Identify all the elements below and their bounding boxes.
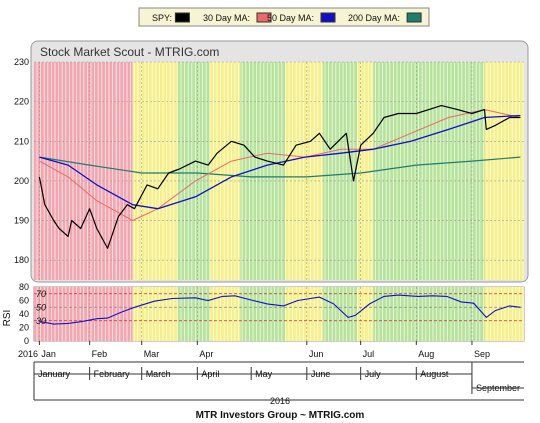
- main-band-1: [132, 62, 178, 280]
- chart-title: Stock Market Scout - MTRIG.com: [40, 45, 219, 59]
- rsi-reference-label: 70: [36, 289, 46, 299]
- series-line-30-day-ma-: [39, 109, 521, 221]
- rsi-band-5: [285, 287, 323, 341]
- rsi-y-ticks: 0 20 40 60 80: [19, 282, 29, 346]
- year-tick-label: 2016: [18, 349, 38, 359]
- rsi-band-7: [357, 287, 374, 341]
- main-band-5: [285, 62, 323, 280]
- timeline-month-label: August: [420, 369, 449, 379]
- rsi-y-tick-label: 20: [19, 323, 29, 333]
- legend-label-0: SPY:: [152, 13, 172, 23]
- month-tick-label: Aug: [418, 349, 434, 359]
- rsi-band-3: [209, 287, 241, 341]
- legend-label-1: 30 Day MA:: [203, 13, 250, 23]
- series-line-spy-: [38, 104, 521, 249]
- timeline-month-label: June: [311, 369, 331, 379]
- rsi-y-tick-label: 0: [24, 336, 29, 346]
- series-line-200-day-ma-: [39, 156, 521, 178]
- timeline: 2016 January February March April May June July…: [33, 361, 524, 406]
- month-tick-label: Sep: [474, 349, 490, 359]
- main-band-9: [484, 62, 524, 280]
- main-grid: [34, 61, 524, 280]
- month-tick-label: Feb: [92, 349, 108, 359]
- month-axis: Jan Feb Mar Apr Jun Jul Aug Sep: [38, 341, 490, 359]
- main-series: [38, 104, 521, 249]
- month-tick-label: Mar: [144, 349, 160, 359]
- legend: SPY: 30 Day MA: 50 Day MA: 200 Day MA:: [138, 7, 430, 27]
- timeline-month-label: September: [476, 383, 520, 393]
- timeline-year-label: 2016: [270, 396, 290, 406]
- rsi-band-1: [132, 287, 178, 341]
- rsi-series: [39, 294, 521, 325]
- timeline-month-label: March: [146, 369, 171, 379]
- rsi-band-6: [322, 287, 358, 341]
- main-y-tick-label: 230: [14, 57, 29, 67]
- rsi-reference-label: 50: [36, 302, 46, 312]
- month-tick-label: Jan: [41, 349, 56, 359]
- legend-box: [138, 7, 430, 27]
- rsi-y-tick-label: 40: [19, 309, 29, 319]
- timeline-month-label: January: [38, 369, 71, 379]
- timeline-month-label: April: [201, 369, 219, 379]
- main-y-ticks: 180 190 200 210 220 230: [14, 57, 29, 265]
- rsi-reference-label: 30: [36, 316, 46, 326]
- rsi-y-tick-label: 80: [19, 282, 29, 292]
- series-line-50-day-ma-: [39, 114, 521, 210]
- timeline-month-label: July: [365, 369, 382, 379]
- footer-credit: MTR Investors Group ~ MTRIG.com: [196, 410, 365, 421]
- main-y-tick-label: 200: [14, 176, 29, 186]
- month-tick-label: Jul: [363, 349, 375, 359]
- legend-label-2: 50 Day MA:: [267, 13, 314, 23]
- timeline-month-label: February: [94, 369, 131, 379]
- main-y-tick-label: 210: [14, 136, 29, 146]
- rsi-band-2: [177, 287, 210, 341]
- rsi-axis-label: RSI: [2, 310, 13, 327]
- legend-swatch-2: [320, 12, 336, 23]
- main-y-tick-label: 190: [14, 216, 29, 226]
- month-tick-label: Apr: [199, 349, 213, 359]
- legend-swatch-3: [406, 12, 422, 23]
- legend-swatch-0: [174, 12, 190, 23]
- main-band-2: [177, 62, 210, 280]
- main-band-8: [373, 62, 485, 280]
- main-y-tick-label: 180: [14, 255, 29, 265]
- rsi-y-tick-label: 60: [19, 296, 29, 306]
- legend-label-3: 200 Day MA:: [348, 13, 400, 23]
- rsi-signal-bands: [34, 287, 524, 341]
- month-tick-label: Jun: [309, 349, 324, 359]
- series-line-rsi: [39, 294, 521, 325]
- legend-swatch-1: [256, 12, 272, 23]
- timeline-month-label: May: [255, 369, 273, 379]
- main-y-tick-label: 220: [14, 97, 29, 107]
- signal-bands: [34, 62, 524, 280]
